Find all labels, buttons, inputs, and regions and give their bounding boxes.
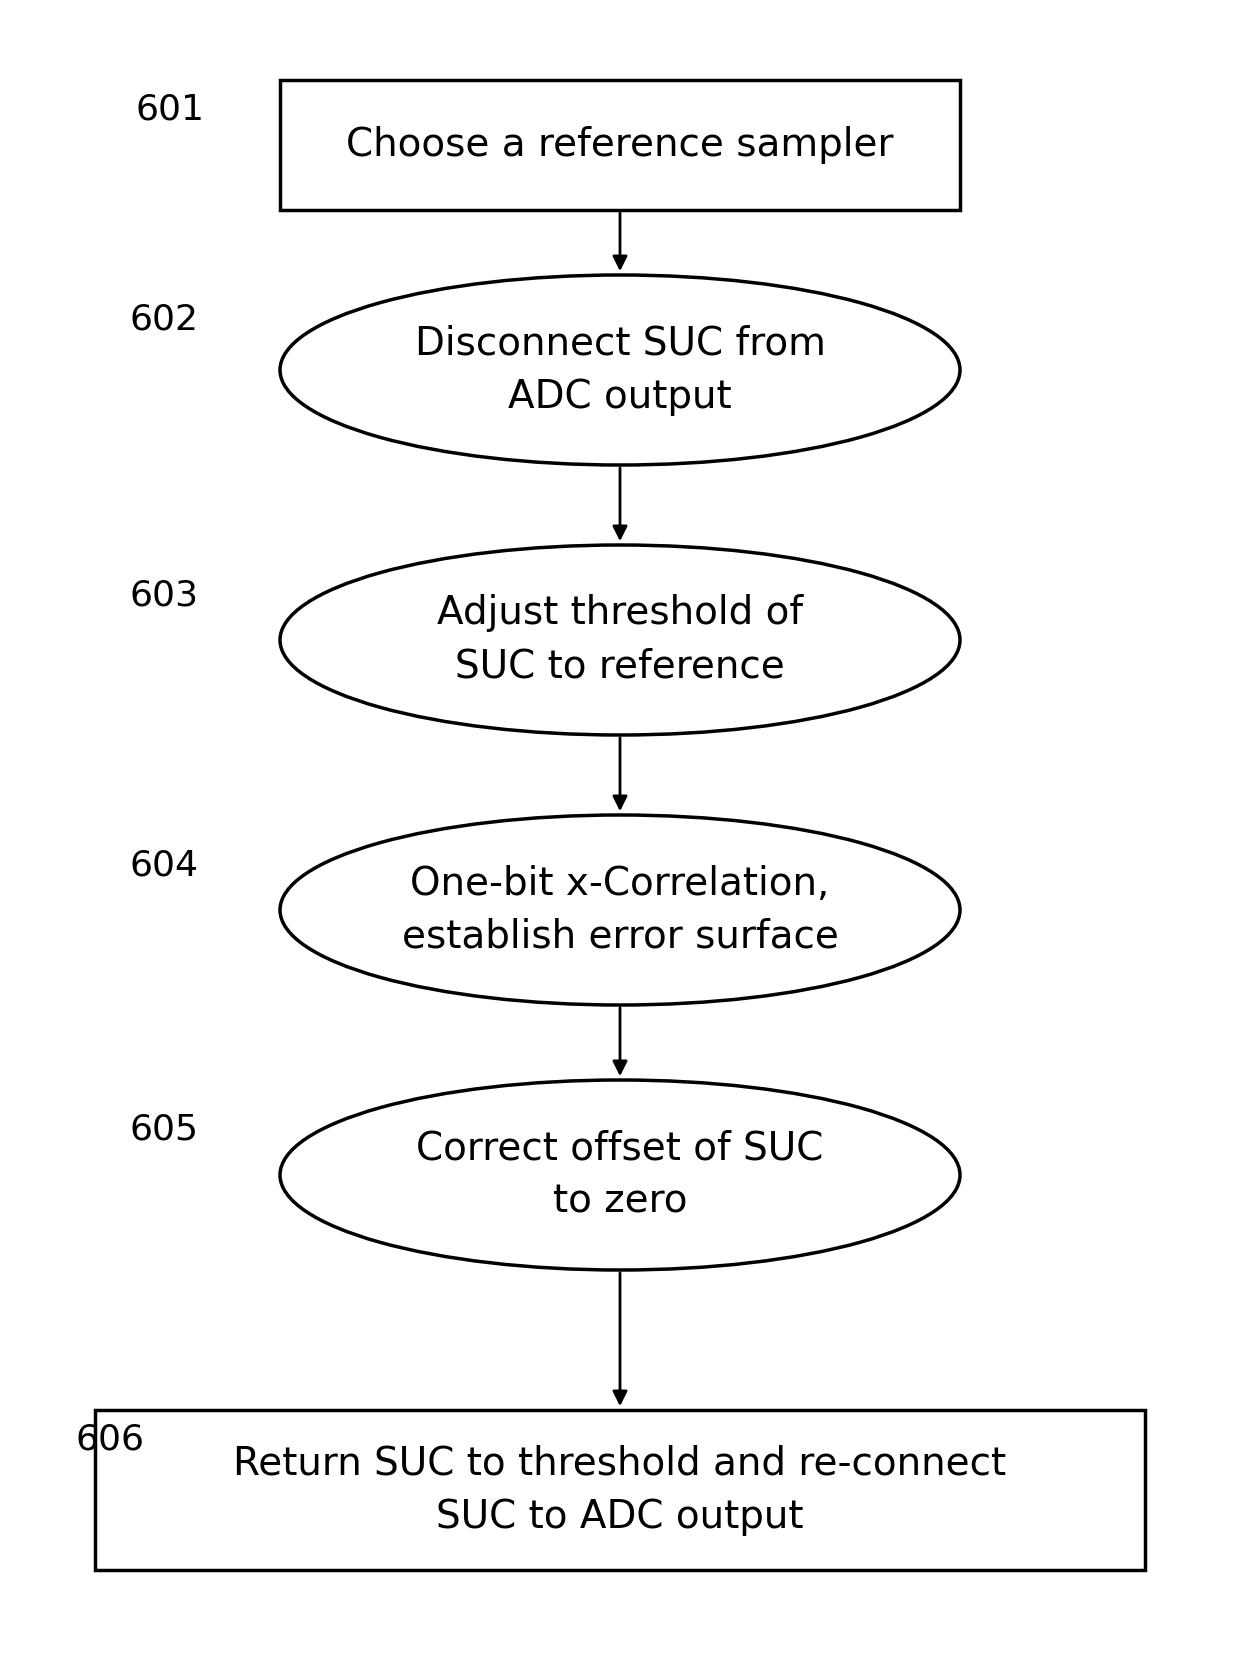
Ellipse shape <box>280 1080 960 1270</box>
Text: 602: 602 <box>130 302 198 338</box>
Text: Correct offset of SUC
to zero: Correct offset of SUC to zero <box>417 1129 823 1220</box>
FancyBboxPatch shape <box>95 1410 1145 1571</box>
Ellipse shape <box>280 544 960 736</box>
Text: 604: 604 <box>130 848 198 882</box>
Text: 605: 605 <box>130 1112 198 1147</box>
Text: Choose a reference sampler: Choose a reference sampler <box>346 126 894 165</box>
Text: 603: 603 <box>130 578 198 612</box>
Ellipse shape <box>280 276 960 465</box>
Text: 606: 606 <box>74 1423 144 1457</box>
Text: One-bit x-Correlation,
establish error surface: One-bit x-Correlation, establish error s… <box>402 865 838 956</box>
Text: Disconnect SUC from
ADC output: Disconnect SUC from ADC output <box>414 324 826 415</box>
FancyBboxPatch shape <box>280 81 960 210</box>
Text: Adjust threshold of
SUC to reference: Adjust threshold of SUC to reference <box>436 595 804 685</box>
Ellipse shape <box>280 815 960 1005</box>
Text: Return SUC to threshold and re-connect
SUC to ADC output: Return SUC to threshold and re-connect S… <box>233 1445 1007 1536</box>
Text: 601: 601 <box>135 92 205 128</box>
